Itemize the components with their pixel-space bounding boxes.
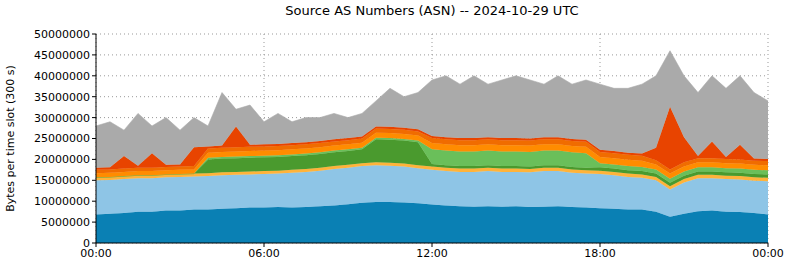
svg-text:0: 0 <box>83 237 90 250</box>
svg-text:10000000: 10000000 <box>34 195 90 208</box>
svg-text:18:00: 18:00 <box>584 247 616 260</box>
svg-text:30000000: 30000000 <box>34 112 90 125</box>
svg-text:50000000: 50000000 <box>34 28 90 41</box>
svg-text:12:00: 12:00 <box>416 247 448 260</box>
svg-text:40000000: 40000000 <box>34 70 90 83</box>
svg-text:15000000: 15000000 <box>34 174 90 187</box>
svg-text:Bytes per time slot (300 s): Bytes per time slot (300 s) <box>8 65 17 212</box>
svg-text:45000000: 45000000 <box>34 49 90 62</box>
svg-text:20000000: 20000000 <box>34 153 90 166</box>
svg-text:06:00: 06:00 <box>248 247 280 260</box>
svg-text:00:00: 00:00 <box>752 247 782 260</box>
svg-text:25000000: 25000000 <box>34 132 90 145</box>
svg-text:35000000: 35000000 <box>34 91 90 104</box>
svg-text:5000000: 5000000 <box>41 216 90 229</box>
html-text:Source AS Numbers (ASN) -- 202: Source AS Numbers (ASN) -- 2024-10-29 UT… <box>285 3 579 18</box>
svg-text:00:00: 00:00 <box>80 246 112 260</box>
